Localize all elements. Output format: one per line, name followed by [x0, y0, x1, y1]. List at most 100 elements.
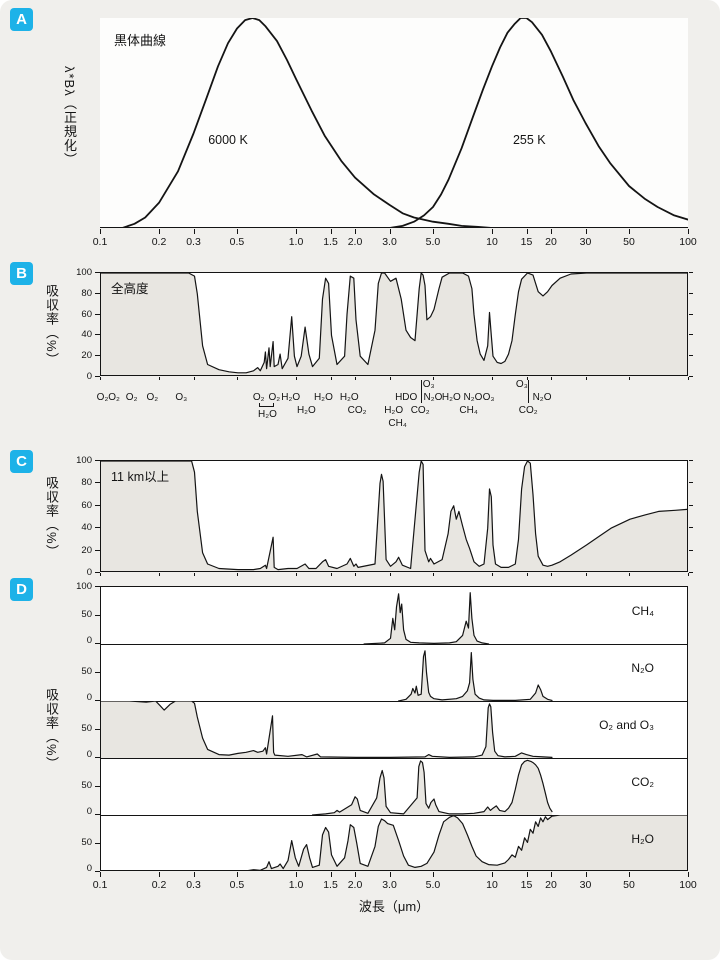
- molecule-label: CO₂: [347, 405, 367, 416]
- x-tick-mark: [389, 573, 391, 576]
- y-tick-label: 50: [81, 608, 92, 620]
- panel-b-title: 全高度: [111, 282, 149, 296]
- x-tick-mark: [193, 229, 195, 234]
- x-tick-mark: [389, 377, 391, 380]
- panel-a-badge: A: [10, 8, 33, 31]
- y-tick-mark: [95, 572, 100, 573]
- x-tick-mark: [236, 229, 238, 234]
- x-tick-label: 2.0: [347, 236, 363, 248]
- y-tick-mark: [95, 460, 100, 461]
- y-tick-label: 0: [86, 806, 92, 817]
- x-tick-label: 0.1: [92, 236, 108, 248]
- x-tick-label: 3.0: [382, 236, 397, 248]
- x-tick-mark: [330, 377, 332, 380]
- x-tick-label: 100: [679, 879, 697, 891]
- panel-b-plot: 全高度: [100, 272, 688, 376]
- x-tick-label: 5.0: [425, 236, 441, 248]
- molecule-label: O₂: [146, 392, 159, 403]
- molecule-label: H₂O: [313, 392, 333, 403]
- y-tick-mark: [95, 334, 100, 336]
- y-tick-label: 0: [86, 863, 92, 874]
- molecule-label: O₃: [175, 392, 188, 403]
- y-tick-mark: [95, 700, 100, 701]
- y-tick-label: 100: [76, 581, 92, 592]
- blackbody-curves-svg: [122, 18, 688, 227]
- y-tick-mark: [95, 785, 100, 787]
- x-tick-mark: [526, 872, 528, 877]
- x-tick-label: 10: [486, 236, 498, 248]
- x-tick-label: 3.0: [382, 879, 397, 891]
- x-tick-mark: [526, 229, 528, 234]
- gas-label-2: O₂ and O₃: [599, 718, 654, 732]
- x-tick-mark: [432, 573, 434, 576]
- x-tick-label: 20: [545, 879, 557, 891]
- x-tick-mark: [296, 377, 297, 380]
- molecule-label: H₂O: [339, 392, 359, 403]
- panel-a-plot: 黒体曲線: [100, 18, 688, 228]
- molecule-label: O₃: [515, 379, 528, 390]
- x-tick-mark: [193, 377, 195, 380]
- x-tick-label: 1.0: [288, 879, 304, 891]
- row-divider: [101, 758, 687, 759]
- y-tick-mark: [95, 814, 100, 815]
- y-tick-mark: [95, 728, 100, 730]
- absorption-11km-svg: [101, 461, 687, 571]
- x-tick-label: 0.5: [229, 236, 245, 248]
- molecule-label: O₃: [482, 392, 495, 403]
- molecule-label: O₂: [252, 392, 265, 403]
- x-tick-mark: [330, 573, 332, 576]
- x-tick-label: 15: [520, 879, 533, 891]
- y-tick-label: 80: [81, 477, 92, 489]
- x-tick-mark: [432, 872, 434, 877]
- x-tick-mark: [688, 872, 689, 877]
- spectrum-row-svg-3: [311, 759, 553, 815]
- y-tick-mark: [95, 527, 100, 529]
- molecule-label: N₂O: [532, 392, 552, 403]
- x-tick-label: 30: [579, 879, 592, 891]
- y-tick-mark-right: [689, 313, 693, 315]
- y-tick-label: 20: [81, 544, 92, 556]
- x-tick-mark: [526, 573, 528, 576]
- x-tick-mark: [628, 229, 630, 234]
- gas-label-4: H₂O: [631, 832, 654, 846]
- y-tick-mark: [95, 586, 100, 587]
- x-tick-mark: [100, 573, 101, 576]
- x-tick-label: 10: [486, 879, 498, 891]
- x-tick-mark: [585, 229, 587, 234]
- gas-label-1: N₂O: [631, 661, 654, 675]
- x-tick-mark: [355, 377, 356, 380]
- panel-b-y-axis-label: 吸収率（%）: [44, 284, 59, 367]
- spectrum-row-svg-1: [398, 650, 553, 701]
- y-tick-mark: [95, 313, 100, 315]
- molecule-label: H₂O: [441, 392, 461, 403]
- absorption-total-svg: [101, 273, 687, 375]
- leader-line: [420, 380, 422, 403]
- y-tick-mark-right: [689, 334, 693, 336]
- y-tick-label: 40: [81, 329, 92, 341]
- spectrum-row-svg-0: [363, 592, 490, 644]
- molecule-label: N₂O: [423, 392, 443, 403]
- y-tick-mark: [95, 643, 100, 644]
- x-tick-mark: [551, 872, 552, 877]
- x-tick-mark: [389, 872, 391, 877]
- gas-label-0: CH₄: [631, 604, 654, 618]
- y-tick-label: 50: [81, 836, 92, 848]
- x-tick-mark: [296, 872, 297, 877]
- y-tick-label: 50: [81, 665, 92, 677]
- x-tick-mark: [159, 573, 160, 576]
- x-tick-label: 100: [679, 236, 697, 248]
- y-tick-label: 0: [86, 567, 92, 578]
- x-tick-mark: [688, 377, 689, 380]
- y-tick-label: 0: [86, 371, 92, 382]
- y-tick-mark-right: [689, 355, 693, 357]
- x-tick-mark: [585, 377, 587, 380]
- y-tick-mark: [95, 757, 100, 758]
- x-tick-mark: [296, 573, 297, 576]
- y-tick-mark-right: [689, 460, 693, 461]
- y-tick-mark-right: [689, 482, 693, 484]
- x-tick-mark: [432, 229, 434, 234]
- x-tick-mark: [296, 229, 297, 234]
- x-tick-mark: [159, 872, 160, 877]
- row-divider: [101, 644, 687, 645]
- y-tick-mark: [95, 614, 100, 616]
